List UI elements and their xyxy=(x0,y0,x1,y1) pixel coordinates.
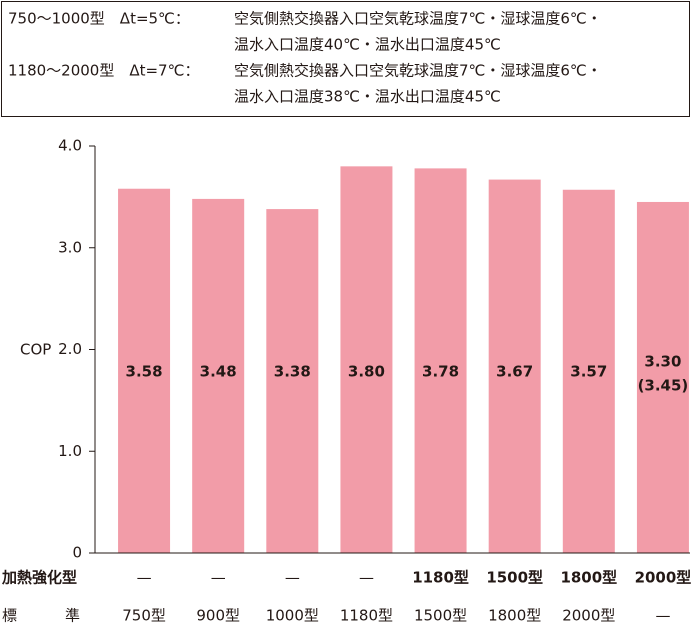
y-tick-label: 0 xyxy=(72,544,82,562)
y-tick-label: 3.0 xyxy=(58,238,82,256)
bar xyxy=(562,189,615,553)
y-tick-label: 2.0 xyxy=(58,340,82,358)
bar xyxy=(266,209,319,553)
row-label: 加熱強化型 xyxy=(1,569,77,587)
bar xyxy=(488,179,541,553)
y-tick-label: 1.0 xyxy=(58,442,82,460)
x-tick-label: 1500型 xyxy=(486,569,543,587)
note-condition: 1180～2000型 Δt=7℃： xyxy=(8,62,199,80)
note-text: 温水入口温度40℃・温水出口温度45℃ xyxy=(234,36,501,54)
row-label: 標準 xyxy=(2,607,80,625)
x-tick-label: — xyxy=(137,569,152,587)
value-label: 3.80 xyxy=(348,363,385,381)
x-tick-label: — xyxy=(359,569,374,587)
note-text: 空気側熱交換器入口空気乾球温度7℃・湿球温度6℃・ xyxy=(234,10,602,28)
bar xyxy=(192,198,245,553)
value-label: 3.38 xyxy=(274,363,311,381)
value-label: 3.48 xyxy=(200,363,237,381)
bar xyxy=(118,188,171,554)
bar xyxy=(636,201,689,553)
bar xyxy=(340,166,393,553)
x-tick-label: 1180型 xyxy=(412,569,469,587)
note-text: 空気側熱交換器入口空気乾球温度7℃・湿球温度6℃・ xyxy=(234,62,602,80)
value-label: 3.78 xyxy=(422,363,459,381)
x-tick-label: — xyxy=(285,569,300,587)
x-tick-label: 1000型 xyxy=(266,607,319,625)
x-tick-label: 2000型 xyxy=(562,607,615,625)
value-label: 3.67 xyxy=(496,363,533,381)
y-tick-label: 4.0 xyxy=(58,137,82,155)
x-tick-label: 1800型 xyxy=(560,569,617,587)
note-condition: 750～1000型 Δt=5℃： xyxy=(8,10,190,28)
x-tick-label: 750型 xyxy=(122,607,166,625)
x-tick-label: 1180型 xyxy=(340,607,393,625)
value-label: 3.57 xyxy=(570,363,607,381)
note-box xyxy=(1,1,690,117)
x-tick-label: 1800型 xyxy=(488,607,541,625)
x-tick-label: 900型 xyxy=(196,607,240,625)
x-tick-label: 1500型 xyxy=(414,607,467,625)
value-label: 3.58 xyxy=(126,363,163,381)
x-tick-label: 2000型 xyxy=(635,569,692,587)
x-tick-label: — xyxy=(211,569,226,587)
bar xyxy=(414,168,467,553)
y-axis-label: COP xyxy=(20,341,51,359)
x-tick-label: — xyxy=(655,607,670,625)
note-text: 温水入口温度38℃・温水出口温度45℃ xyxy=(234,88,501,106)
value-label: 3.30 xyxy=(644,353,681,371)
value-label: (3.45) xyxy=(638,377,689,395)
